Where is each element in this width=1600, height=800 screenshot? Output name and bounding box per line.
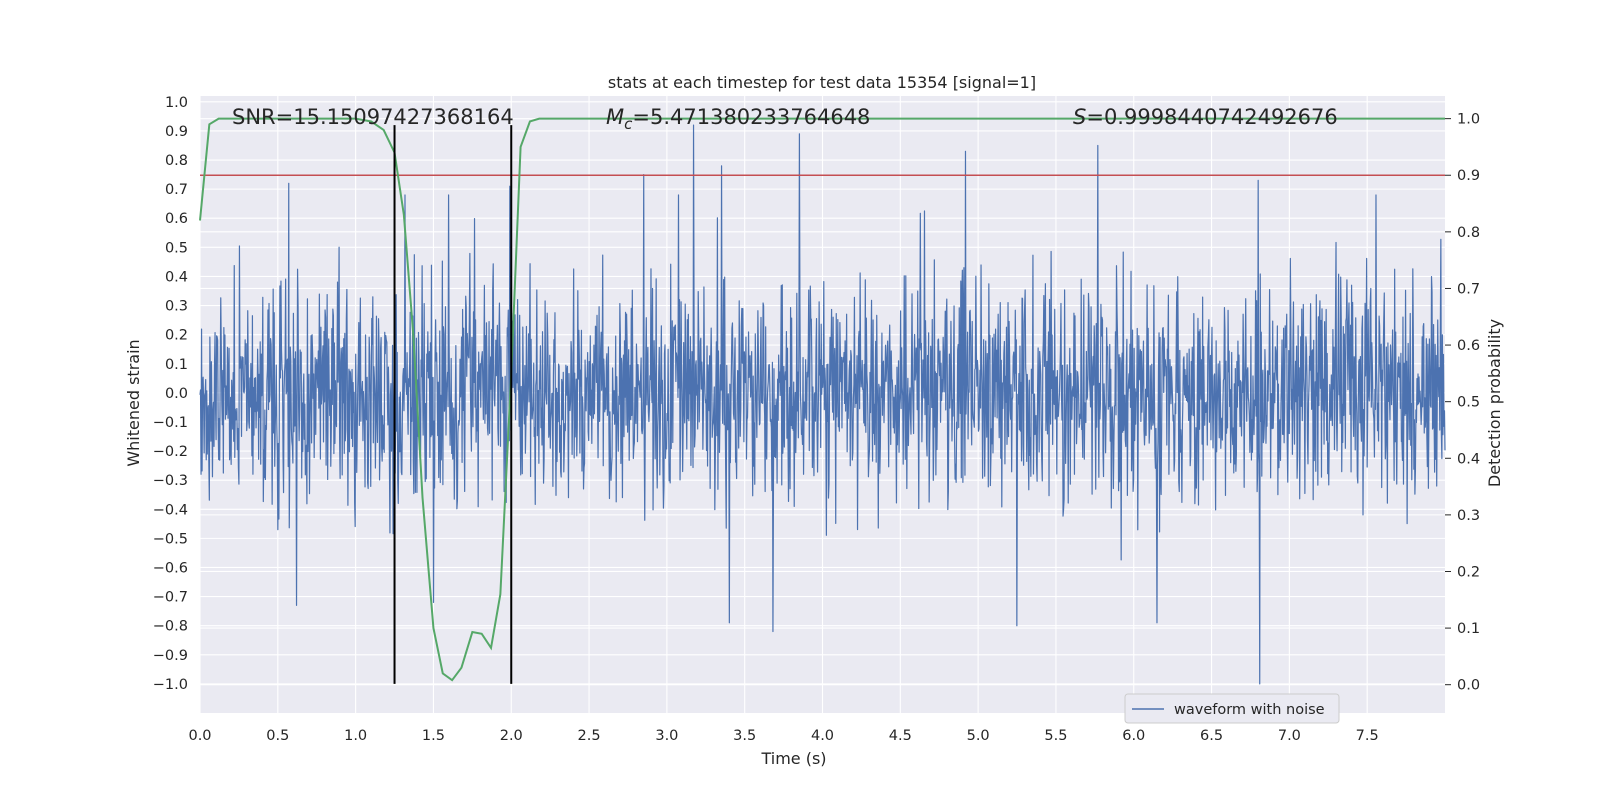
y-tick-label: 0.6 bbox=[165, 211, 188, 227]
x-tick-label: 5.5 bbox=[1044, 728, 1067, 744]
y-right-tick-label: 0.0 bbox=[1457, 678, 1480, 694]
x-tick-label: 7.5 bbox=[1356, 728, 1379, 744]
tick-labels: 0.0 0.5 1.0 1.5 2.0 2.5 3.0 3.5 4.0 4.5 5.0 5.5 6.0 6… bbox=[153, 95, 1480, 744]
x-tick-label: 6.0 bbox=[1122, 728, 1145, 744]
y-tick-label: −0.4 bbox=[153, 502, 188, 518]
y-tick-label: −0.1 bbox=[153, 415, 188, 431]
y-tick-label: 0.8 bbox=[165, 153, 188, 169]
y-right-tick-label: 0.4 bbox=[1457, 451, 1480, 467]
y-tick-label: −0.7 bbox=[153, 590, 188, 606]
chart-marks bbox=[199, 117, 1446, 685]
y-tick-label: 0.5 bbox=[165, 240, 188, 256]
y-right-tick-label: 0.7 bbox=[1457, 281, 1480, 297]
x-tick-label: 3.0 bbox=[655, 728, 678, 744]
x-tick-label: 1.5 bbox=[422, 728, 445, 744]
chirp-mass-symbol: M bbox=[606, 105, 624, 129]
y-right-tick-label: 1.0 bbox=[1457, 112, 1480, 128]
x-tick-label: 4.5 bbox=[889, 728, 912, 744]
chirp-mass-subscript: c bbox=[624, 115, 633, 133]
y-axis-right-label: Detection probability bbox=[1485, 319, 1504, 487]
x-tick-label: 3.5 bbox=[733, 728, 756, 744]
x-tick-label: 6.5 bbox=[1200, 728, 1223, 744]
y-right-tick-label: 0.9 bbox=[1457, 168, 1480, 184]
y-tick-label: 0.0 bbox=[165, 386, 188, 402]
y-tick-label: 0.9 bbox=[165, 124, 188, 140]
y-tick-label: 0.7 bbox=[165, 182, 188, 198]
detection-stat-annotation: S=0.9998440742492676 bbox=[1073, 105, 1338, 129]
y-tick-label: 0.3 bbox=[165, 299, 188, 315]
x-tick-label: 0.0 bbox=[188, 728, 211, 744]
y-tick-label: −0.8 bbox=[153, 619, 188, 635]
y-right-tick-label: 0.1 bbox=[1457, 621, 1480, 637]
detection-stat-value: =0.9998440742492676 bbox=[1086, 105, 1337, 129]
y-tick-label: −0.9 bbox=[153, 648, 188, 664]
y-tick-label: −0.3 bbox=[153, 473, 188, 489]
x-tick-label: 2.0 bbox=[500, 728, 523, 744]
y-tick-label: −0.5 bbox=[153, 531, 188, 547]
legend-entry-waveform: waveform with noise bbox=[1174, 702, 1325, 718]
y-right-tick-label: 0.8 bbox=[1457, 225, 1480, 241]
y-right-tick-label: 0.5 bbox=[1457, 395, 1480, 411]
detection-stat-symbol: S bbox=[1073, 105, 1086, 129]
x-tick-label: 5.0 bbox=[967, 728, 990, 744]
chirp-mass-annotation: Mc=5.471380233764648 bbox=[606, 105, 870, 133]
y-axis-label: Whitened strain bbox=[124, 339, 143, 466]
y-tick-label: 0.2 bbox=[165, 328, 188, 344]
y-tick-label: 0.4 bbox=[165, 269, 188, 285]
y-right-tick-label: 0.2 bbox=[1457, 564, 1480, 580]
y-tick-label: −0.6 bbox=[153, 560, 188, 576]
y-right-tick-label: 0.6 bbox=[1457, 338, 1480, 354]
y-tick-label: 0.1 bbox=[165, 357, 188, 373]
x-tick-label: 4.0 bbox=[811, 728, 834, 744]
legend-box bbox=[1124, 693, 1340, 724]
y-right-tick-label: 0.3 bbox=[1457, 508, 1480, 524]
x-tick-label: 0.5 bbox=[266, 728, 289, 744]
y-tick-label: 1.0 bbox=[165, 95, 188, 111]
chirp-mass-value: =5.471380233764648 bbox=[632, 105, 870, 129]
chart-title: stats at each timestep for test data 153… bbox=[608, 73, 1036, 92]
x-tick-label: 2.5 bbox=[578, 728, 601, 744]
waveform-series-line bbox=[199, 124, 1446, 685]
legend: waveform with noise bbox=[1124, 693, 1340, 724]
y-tick-label: −1.0 bbox=[153, 677, 188, 693]
x-tick-label: 1.0 bbox=[344, 728, 367, 744]
y-tick-label: −0.2 bbox=[153, 444, 188, 460]
detection-probability-line bbox=[199, 117, 1445, 682]
x-tick-label: 7.0 bbox=[1278, 728, 1301, 744]
snr-annotation: SNR=15.150974273681​64 bbox=[232, 105, 514, 129]
x-axis-label: Time (s) bbox=[760, 749, 826, 768]
